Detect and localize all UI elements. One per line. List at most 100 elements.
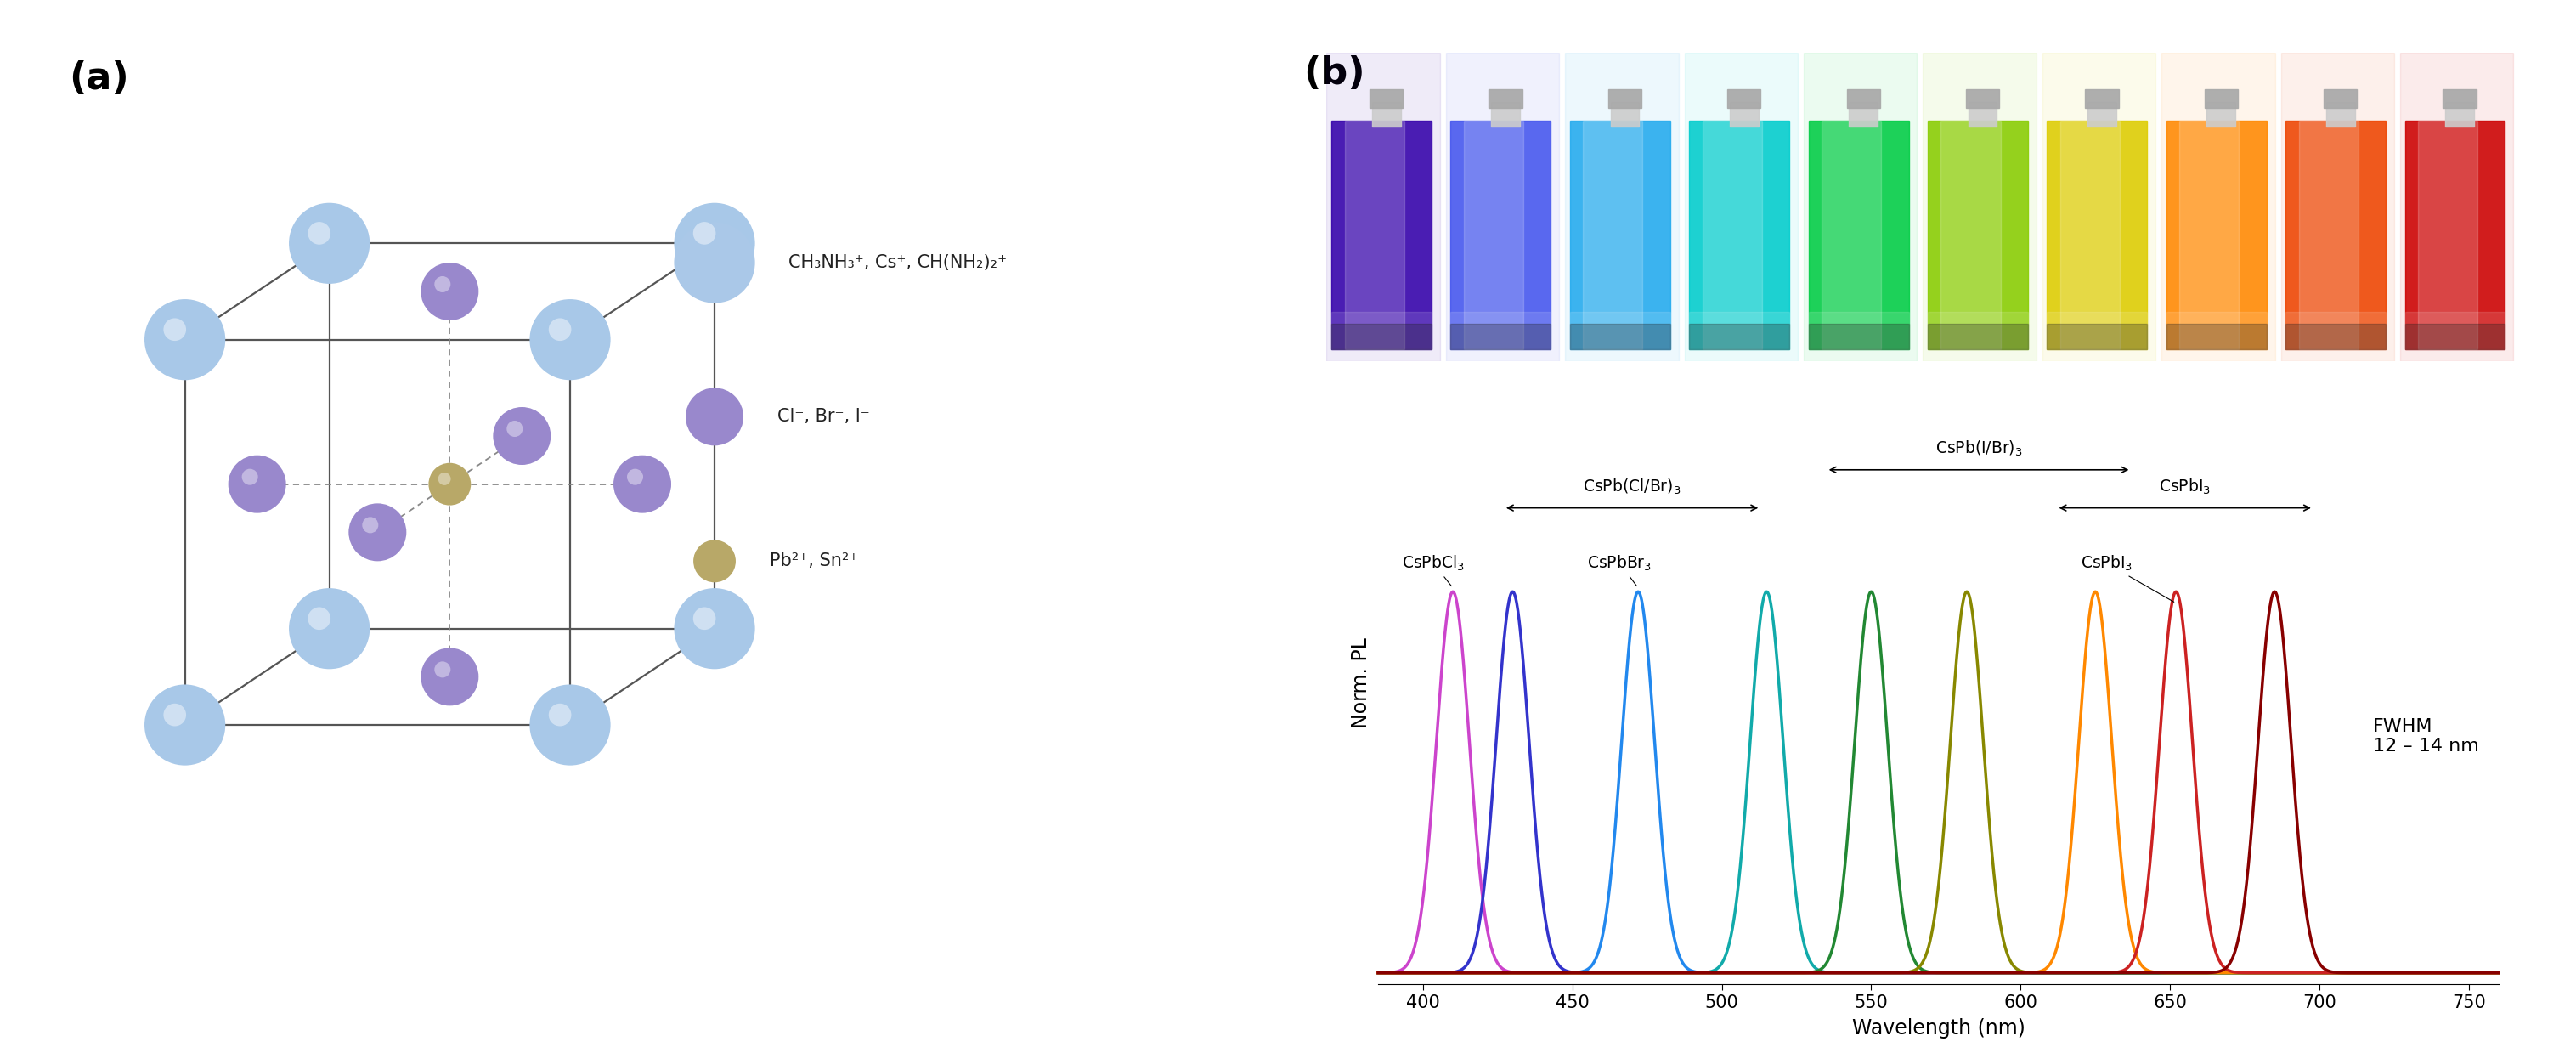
Bar bbox=[2406, 120, 2504, 349]
Circle shape bbox=[348, 504, 407, 561]
Bar bbox=[2442, 89, 2476, 108]
Bar bbox=[1927, 325, 2027, 349]
Bar bbox=[1728, 102, 1759, 127]
Circle shape bbox=[549, 704, 572, 727]
Circle shape bbox=[549, 318, 572, 341]
Bar bbox=[2087, 102, 2117, 127]
Bar bbox=[1569, 325, 1669, 349]
Bar bbox=[2166, 120, 2267, 349]
Bar bbox=[1965, 89, 1999, 108]
Bar bbox=[1569, 312, 1669, 349]
Bar bbox=[2326, 102, 2354, 127]
Bar bbox=[1922, 52, 2035, 361]
Bar bbox=[2285, 120, 2385, 349]
Bar bbox=[1373, 102, 1401, 127]
Bar bbox=[2285, 312, 2385, 349]
Bar bbox=[1445, 52, 1558, 361]
Bar bbox=[2406, 312, 2504, 349]
Bar bbox=[1489, 89, 1522, 108]
Text: Pb²⁺, Sn²⁺: Pb²⁺, Sn²⁺ bbox=[770, 553, 858, 570]
Bar bbox=[1610, 102, 1638, 127]
Text: $\mathdefault{CsPb(Cl/Br)_3}$: $\mathdefault{CsPb(Cl/Br)_3}$ bbox=[1584, 477, 1682, 496]
Bar bbox=[1370, 89, 1404, 108]
Circle shape bbox=[309, 607, 330, 630]
Bar bbox=[2043, 52, 2156, 361]
Bar bbox=[2280, 52, 2393, 361]
Bar bbox=[1940, 120, 2002, 349]
Bar bbox=[1690, 325, 1790, 349]
Text: CH₃NH₃⁺, Cs⁺, CH(NH₂)₂⁺: CH₃NH₃⁺, Cs⁺, CH(NH₂)₂⁺ bbox=[788, 254, 1007, 271]
Circle shape bbox=[438, 472, 451, 485]
Bar bbox=[2048, 120, 2148, 349]
Bar bbox=[2298, 120, 2357, 349]
Circle shape bbox=[435, 662, 451, 677]
Bar bbox=[2048, 325, 2148, 349]
Text: $\mathdefault{CsPbI_3}$: $\mathdefault{CsPbI_3}$ bbox=[2081, 554, 2174, 602]
Bar bbox=[1803, 52, 1917, 361]
Text: $\mathdefault{CsPbCl_3}$: $\mathdefault{CsPbCl_3}$ bbox=[1401, 554, 1466, 586]
Circle shape bbox=[162, 318, 185, 341]
Circle shape bbox=[626, 469, 644, 485]
Bar bbox=[2324, 89, 2357, 108]
Bar bbox=[2208, 102, 2236, 127]
Bar bbox=[1607, 89, 1641, 108]
Bar bbox=[1808, 120, 1909, 349]
Circle shape bbox=[613, 455, 672, 513]
Circle shape bbox=[531, 685, 611, 765]
Bar bbox=[1463, 120, 1522, 349]
X-axis label: Wavelength (nm): Wavelength (nm) bbox=[1852, 1019, 2025, 1039]
Bar bbox=[2205, 89, 2239, 108]
Bar bbox=[1808, 325, 1909, 349]
Circle shape bbox=[144, 299, 224, 380]
Text: $\mathdefault{CsPb(I/Br)_3}$: $\mathdefault{CsPb(I/Br)_3}$ bbox=[1935, 440, 2022, 459]
Bar bbox=[2166, 312, 2267, 349]
Circle shape bbox=[693, 222, 716, 245]
Bar bbox=[1450, 120, 1551, 349]
Bar bbox=[1492, 102, 1520, 127]
Bar bbox=[1728, 89, 1762, 108]
Circle shape bbox=[685, 387, 744, 446]
Circle shape bbox=[492, 407, 551, 465]
Circle shape bbox=[675, 222, 755, 303]
Circle shape bbox=[675, 203, 755, 284]
Text: $\mathdefault{CsPbI_3}$: $\mathdefault{CsPbI_3}$ bbox=[2159, 477, 2210, 496]
Bar bbox=[2406, 325, 2504, 349]
Bar bbox=[1332, 325, 1432, 349]
Circle shape bbox=[309, 222, 330, 245]
Circle shape bbox=[435, 276, 451, 292]
Text: Cl⁻, Br⁻, I⁻: Cl⁻, Br⁻, I⁻ bbox=[778, 408, 871, 425]
Bar bbox=[2048, 312, 2148, 349]
Bar bbox=[1685, 52, 1798, 361]
Bar bbox=[1569, 120, 1669, 349]
Bar bbox=[1847, 89, 1880, 108]
Bar bbox=[2166, 325, 2267, 349]
Circle shape bbox=[675, 588, 755, 669]
Bar bbox=[2161, 52, 2275, 361]
Circle shape bbox=[693, 540, 737, 582]
Bar bbox=[2419, 120, 2478, 349]
Bar bbox=[1332, 120, 1432, 349]
Text: (b): (b) bbox=[1303, 55, 1365, 91]
Text: (a): (a) bbox=[70, 61, 129, 97]
Bar bbox=[1690, 312, 1790, 349]
Bar bbox=[1821, 120, 1880, 349]
Bar bbox=[2084, 89, 2117, 108]
Text: FWHM
12 – 14 nm: FWHM 12 – 14 nm bbox=[2372, 718, 2478, 755]
Bar bbox=[2285, 325, 2385, 349]
Bar bbox=[1808, 312, 1909, 349]
Circle shape bbox=[428, 463, 471, 506]
Bar bbox=[2061, 120, 2120, 349]
Bar bbox=[2179, 120, 2239, 349]
Bar bbox=[1450, 312, 1551, 349]
Circle shape bbox=[420, 263, 479, 320]
Circle shape bbox=[162, 704, 185, 727]
Bar bbox=[1927, 120, 2027, 349]
Bar bbox=[1566, 52, 1680, 361]
Text: $\mathdefault{CsPbBr_3}$: $\mathdefault{CsPbBr_3}$ bbox=[1587, 554, 1651, 586]
Circle shape bbox=[531, 299, 611, 380]
Circle shape bbox=[363, 517, 379, 533]
Bar bbox=[1968, 102, 1996, 127]
Bar bbox=[2445, 102, 2473, 127]
Circle shape bbox=[693, 607, 716, 630]
Circle shape bbox=[289, 588, 371, 669]
